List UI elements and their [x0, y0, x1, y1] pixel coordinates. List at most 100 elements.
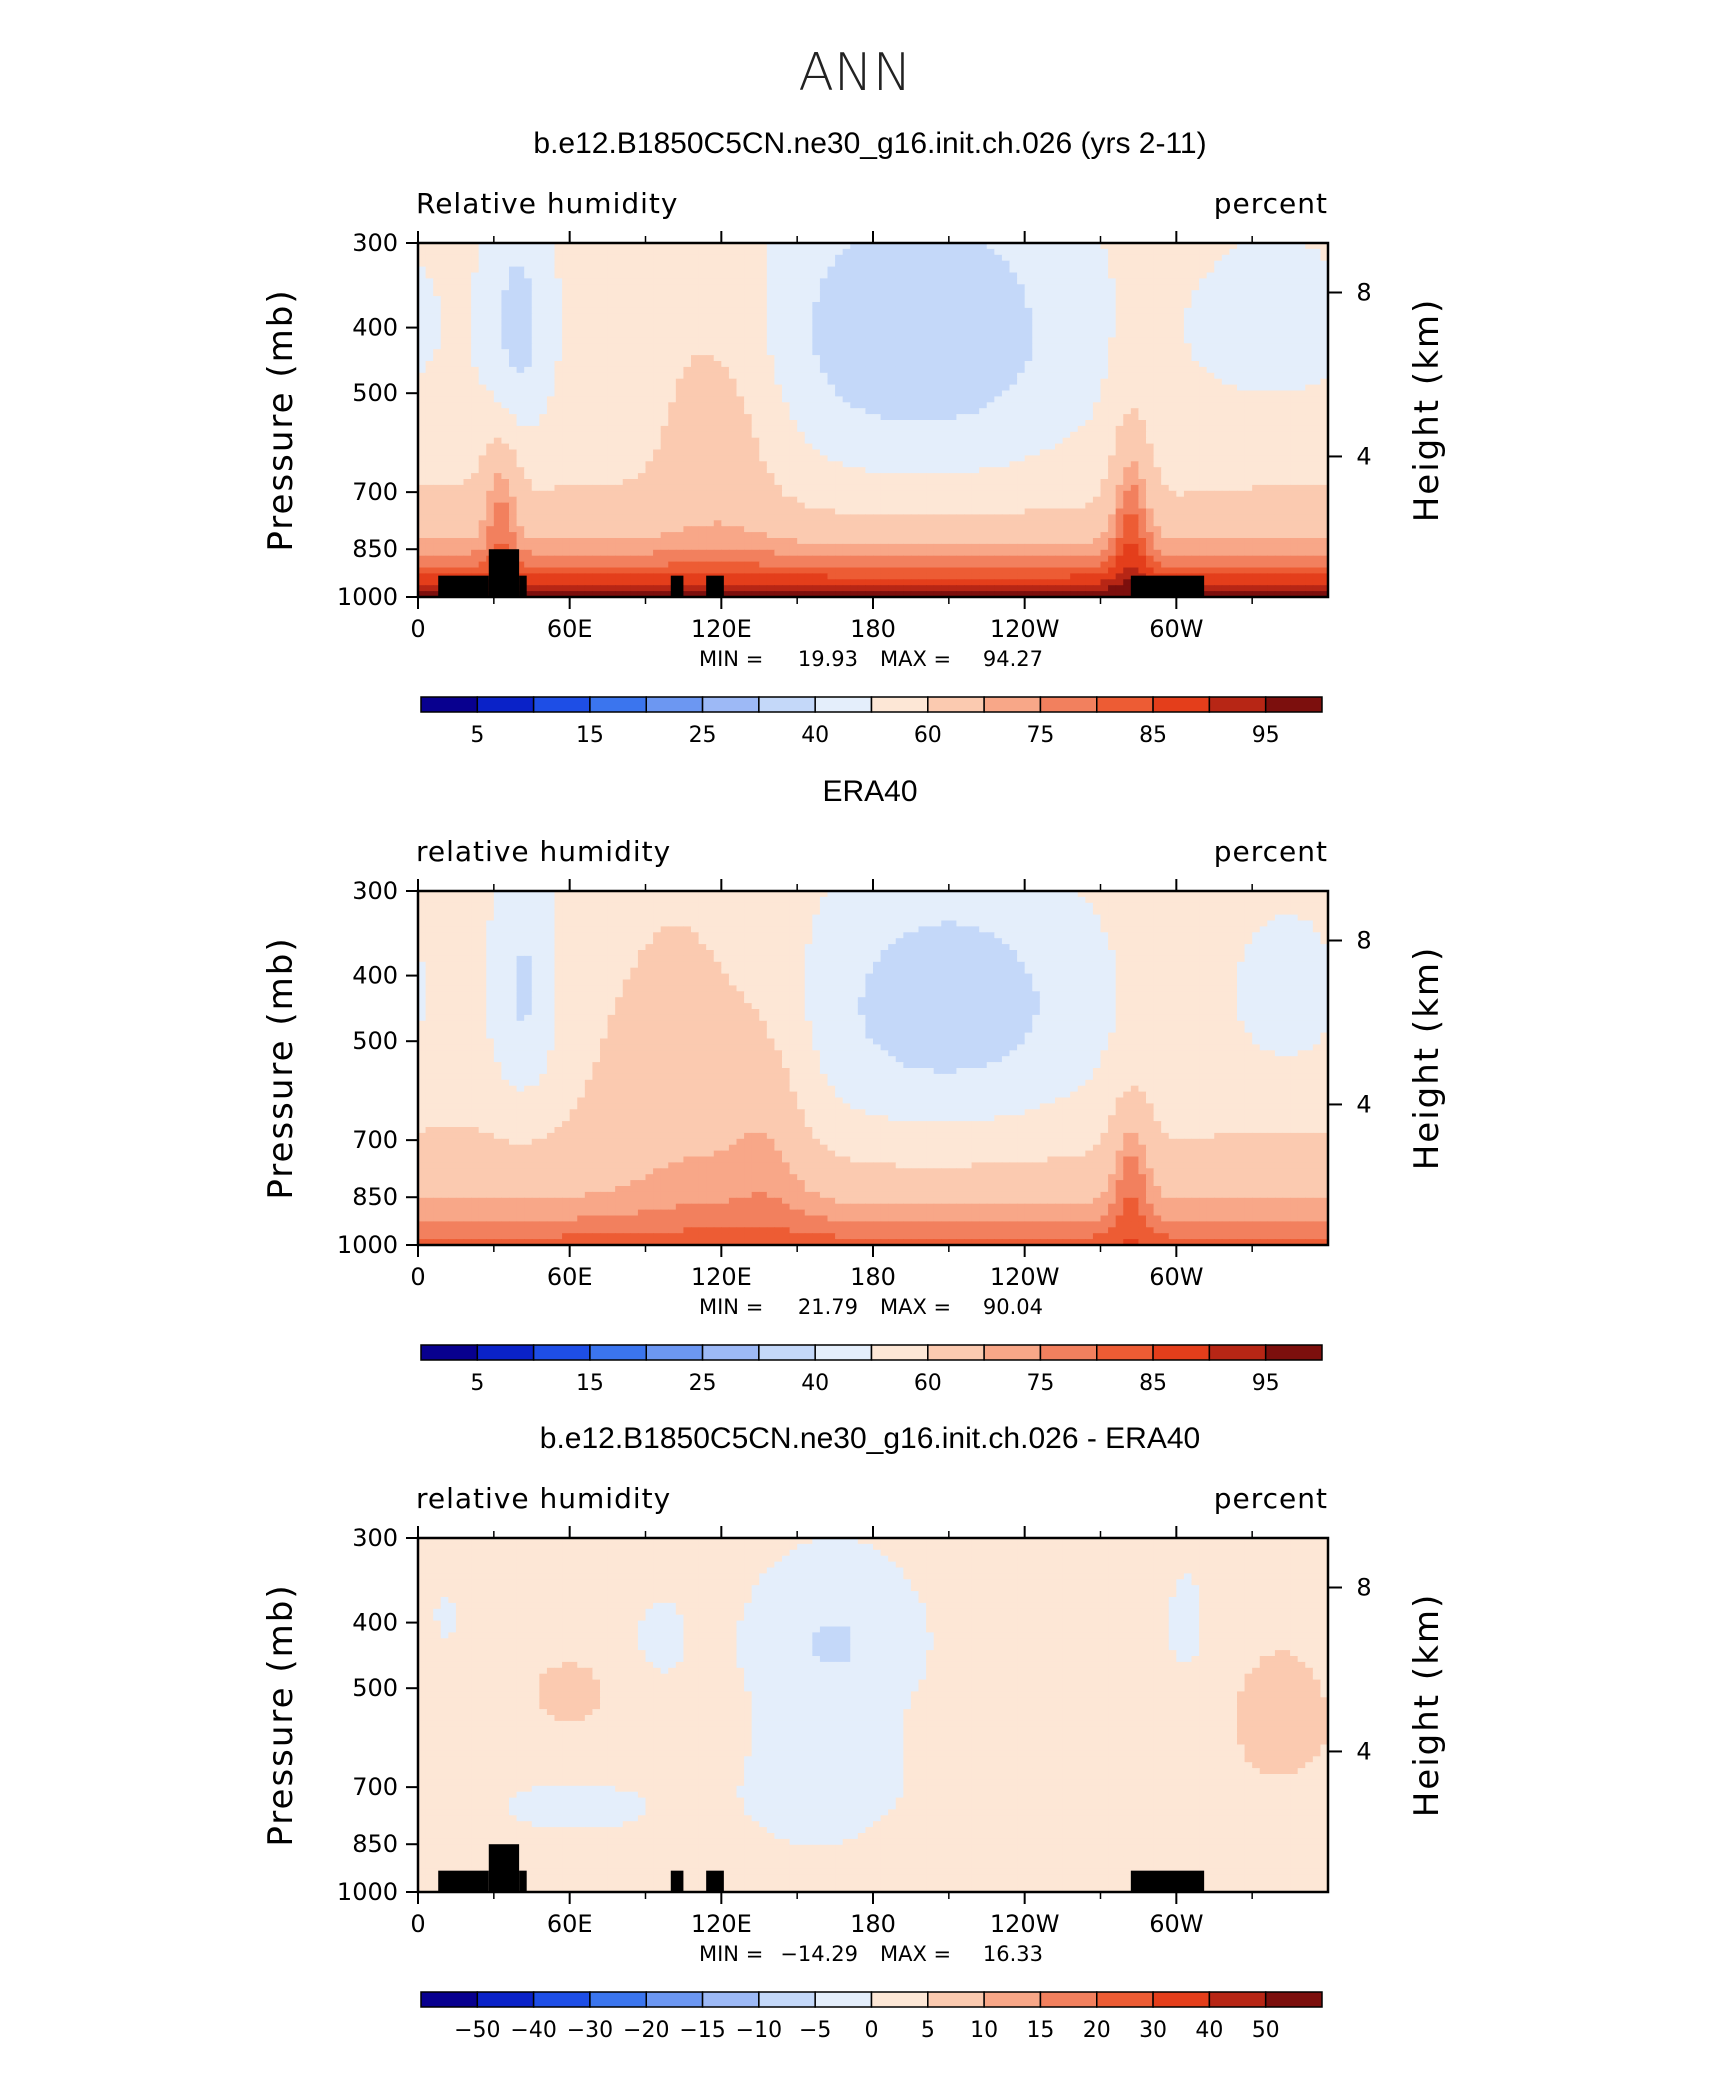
heatmap-cell: [1305, 267, 1313, 274]
heatmap-cell: [1260, 379, 1268, 386]
heatmap-cell: [547, 302, 555, 309]
heatmap-cell: [1207, 391, 1215, 398]
heatmap-cell: [699, 355, 707, 362]
heatmap-cell: [1138, 396, 1146, 403]
heatmap-cell: [964, 326, 972, 333]
heatmap-cell: [661, 402, 669, 409]
heatmap-cell: [1101, 273, 1109, 280]
heatmap-cell: [441, 314, 449, 321]
heatmap-cell: [501, 402, 509, 409]
heatmap-cell: [585, 432, 593, 439]
heatmap-cell: [1063, 326, 1071, 333]
heatmap-cell: [1070, 349, 1078, 356]
heatmap-cell: [759, 455, 767, 462]
heatmap-cell: [1116, 314, 1124, 321]
heatmap-cell: [1283, 379, 1291, 386]
heatmap-cell: [1093, 461, 1101, 468]
heatmap-cell: [1108, 467, 1116, 474]
heatmap-cell: [433, 373, 441, 380]
heatmap-cell: [1138, 373, 1146, 380]
heatmap-cell: [1229, 337, 1237, 344]
heatmap-cell: [1085, 343, 1093, 350]
heatmap-cell: [1192, 385, 1200, 392]
heatmap-cell: [1093, 373, 1101, 380]
heatmap-cell: [646, 467, 654, 474]
heatmap-cell: [934, 467, 942, 474]
heatmap-cell: [509, 426, 517, 433]
heatmap-cell: [683, 255, 691, 261]
heatmap-cell: [1222, 343, 1230, 350]
heatmap-cell: [532, 361, 540, 368]
heatmap-cell: [577, 420, 585, 427]
heatmap-cell: [683, 467, 691, 474]
heatmap-cell: [471, 284, 479, 291]
heatmap-cell: [782, 278, 790, 285]
heatmap-cell: [956, 485, 964, 492]
heatmap-cell: [1078, 473, 1086, 480]
heatmap-cell: [638, 455, 646, 462]
heatmap-cell: [1002, 290, 1010, 297]
heatmap-cell: [1131, 396, 1139, 403]
heatmap-cell: [744, 332, 752, 339]
heatmap-cell: [994, 420, 1002, 427]
heatmap-cell: [509, 385, 517, 392]
heatmap-cell: [737, 461, 745, 468]
heatmap-cell: [1260, 391, 1268, 398]
heatmap-cell: [1138, 367, 1146, 374]
heatmap-cell: [486, 444, 494, 451]
heatmap-cell: [881, 314, 889, 321]
heatmap-cell: [972, 426, 980, 433]
heatmap-cell: [570, 361, 578, 368]
heatmap-cell: [820, 438, 828, 445]
heatmap-cell: [494, 461, 502, 468]
heatmap-cell: [570, 385, 578, 392]
heatmap-cell: [471, 414, 479, 421]
heatmap-cell: [759, 432, 767, 439]
heatmap-cell: [805, 385, 813, 392]
heatmap-cell: [1161, 290, 1169, 297]
heatmap-cell: [987, 290, 995, 297]
heatmap-cell: [1078, 308, 1086, 315]
heatmap-cell: [1093, 402, 1101, 409]
heatmap-cell: [1116, 320, 1124, 327]
heatmap-cell: [524, 337, 532, 344]
heatmap-cell: [638, 432, 646, 439]
heatmap-cell: [577, 479, 585, 486]
heatmap-cell: [903, 314, 911, 321]
heatmap-cell: [896, 337, 904, 344]
heatmap-cell: [479, 349, 487, 356]
heatmap-cell: [1047, 461, 1055, 468]
heatmap-cell: [1214, 479, 1222, 486]
heatmap-cell: [441, 332, 449, 339]
heatmap-cell: [555, 255, 563, 261]
heatmap-cell: [1237, 267, 1245, 274]
heatmap-cell: [903, 473, 911, 480]
heatmap-cell: [1275, 296, 1283, 303]
heatmap-cell: [1169, 343, 1177, 350]
heatmap-cell: [805, 308, 813, 315]
heatmap-cell: [911, 361, 919, 368]
heatmap-cell: [888, 361, 896, 368]
heatmap-cell: [934, 290, 942, 297]
heatmap-cell: [911, 367, 919, 374]
heatmap-cell: [441, 273, 449, 280]
heatmap-cell: [1283, 373, 1291, 380]
heatmap-cell: [888, 379, 896, 386]
heatmap-cell: [426, 320, 434, 327]
heatmap-cell: [547, 379, 555, 386]
heatmap-cell: [1192, 278, 1200, 285]
heatmap-cell: [1055, 432, 1063, 439]
heatmap-cell: [1101, 261, 1109, 268]
heatmap-cell: [1313, 249, 1321, 256]
heatmap-cell: [941, 426, 949, 433]
heatmap-cell: [501, 343, 509, 350]
heatmap-cell: [501, 414, 509, 421]
heatmap-cell: [767, 337, 775, 344]
heatmap-cell: [926, 255, 934, 261]
heatmap-cell: [426, 461, 434, 468]
heatmap-cell: [949, 391, 957, 398]
heatmap-cell: [1283, 414, 1291, 421]
heatmap-cell: [1123, 326, 1131, 333]
heatmap-cell: [1275, 426, 1283, 433]
heatmap-cell: [1047, 273, 1055, 280]
